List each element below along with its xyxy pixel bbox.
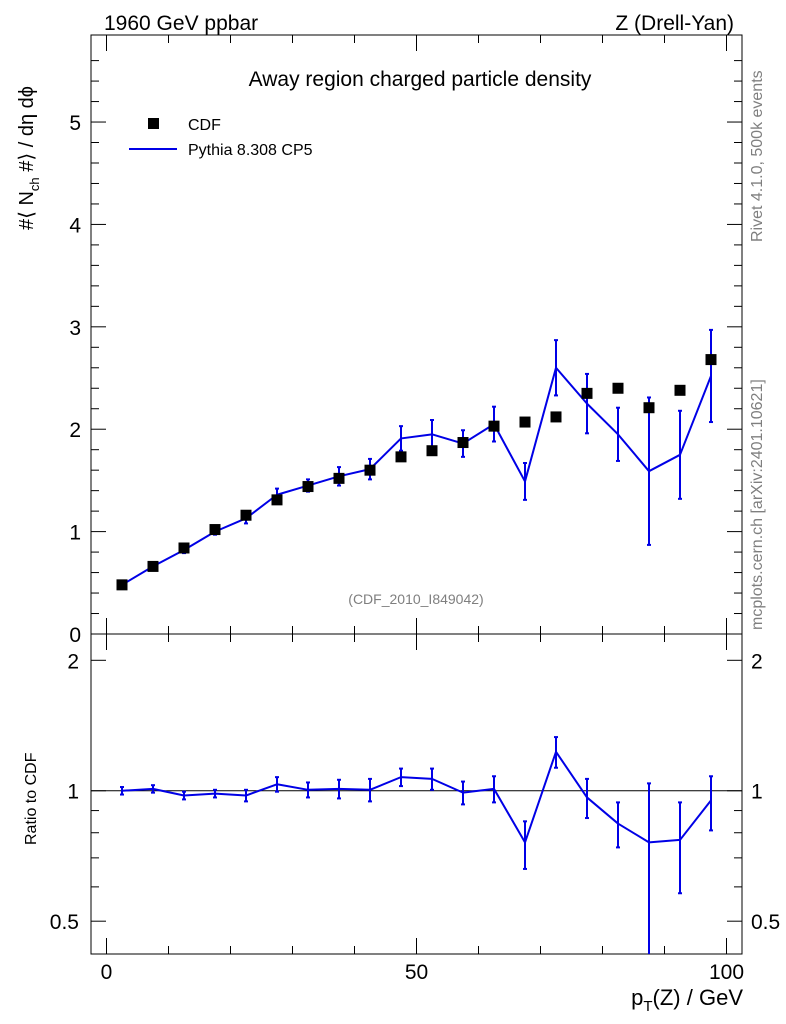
cdf-data-point bbox=[333, 472, 345, 484]
ratio-panel-frame bbox=[90, 633, 743, 955]
cdf-data-series bbox=[116, 354, 717, 591]
main-axis-ticks bbox=[91, 35, 742, 634]
cdf-data-point bbox=[364, 464, 376, 476]
cdf-data-point bbox=[550, 411, 562, 423]
y-tick-label: 0 bbox=[69, 624, 81, 647]
cdf-data-point bbox=[116, 579, 128, 591]
ylabel-subscript: ch bbox=[27, 177, 42, 191]
main-y-axis-label: #⟨ Nch #⟩ / dη dϕ bbox=[16, 86, 42, 230]
ratio-y-tick-label-left: 0.5 bbox=[50, 911, 79, 934]
x-axis-label: pT(Z) / GeV bbox=[631, 985, 743, 1015]
legend-cdf-marker bbox=[148, 118, 159, 129]
ratio-series bbox=[120, 736, 713, 954]
cdf-data-point bbox=[395, 451, 407, 463]
analysis-watermark: (CDF_2010_I849042) bbox=[348, 591, 483, 607]
ratio-y-tick-label-right: 2 bbox=[751, 650, 763, 673]
process-label: Z (Drell-Yan) bbox=[615, 12, 734, 35]
y-tick-label: 2 bbox=[69, 419, 81, 442]
y-tick-label: 5 bbox=[69, 112, 81, 135]
cdf-data-point bbox=[581, 387, 593, 399]
cdf-data-point bbox=[643, 402, 655, 414]
x-tick-label: 50 bbox=[405, 961, 428, 984]
xlabel-rest: (Z) / GeV bbox=[653, 985, 744, 1010]
mcplots-label: mcplots.cern.ch [arXiv:2401.10621] bbox=[749, 379, 766, 630]
cdf-data-point bbox=[178, 542, 190, 554]
cdf-data-point bbox=[271, 494, 283, 506]
y-tick-label: 4 bbox=[69, 214, 81, 237]
legend: CDF Pythia 8.308 CP5 bbox=[129, 117, 313, 159]
xlabel-sub: T bbox=[643, 998, 652, 1015]
ylabel-main-part: #⟨ N bbox=[16, 191, 38, 230]
cdf-data-point bbox=[519, 416, 531, 428]
energy-label: 1960 GeV ppbar bbox=[104, 12, 258, 35]
mc-line bbox=[121, 366, 712, 586]
x-tick-label: 100 bbox=[709, 961, 744, 984]
ratio-y-tick-label-left: 1 bbox=[67, 781, 79, 804]
chart-title: Away region charged particle density bbox=[249, 68, 592, 91]
xlabel-p: p bbox=[631, 985, 643, 1010]
cdf-data-point bbox=[488, 420, 500, 432]
ratio-y-tick-labels: 0.5 0.5 1 1 2 2 bbox=[50, 650, 780, 934]
ratio-y-tick-label-right: 0.5 bbox=[751, 911, 780, 934]
cdf-data-point bbox=[426, 445, 438, 457]
main-y-tick-labels: 0 1 2 3 4 5 bbox=[69, 112, 81, 647]
ratio-panel: 0.5 0.5 1 1 2 2 Ratio to CDF bbox=[23, 633, 780, 955]
cdf-data-point bbox=[674, 384, 686, 396]
cdf-data-point bbox=[612, 382, 624, 394]
cdf-data-point bbox=[240, 509, 252, 521]
cdf-data-point bbox=[147, 560, 159, 572]
cdf-data-point bbox=[209, 524, 221, 536]
ratio-y-axis-label: Ratio to CDF bbox=[23, 752, 40, 845]
rivet-version-label: Rivet 4.1.0, 500k events bbox=[749, 70, 766, 242]
cdf-data-point bbox=[457, 437, 469, 449]
x-tick-labels: 0 50 100 bbox=[101, 961, 744, 984]
legend-pythia-label: Pythia 8.308 CP5 bbox=[188, 142, 313, 159]
ratio-y-tick-label-left: 2 bbox=[67, 650, 79, 673]
mc-series bbox=[120, 328, 713, 588]
cdf-data-point bbox=[705, 354, 717, 366]
cdf-data-point bbox=[302, 481, 314, 493]
ylabel-rest-part: #⟩ / dη dϕ bbox=[16, 86, 38, 177]
legend-cdf-label: CDF bbox=[188, 117, 221, 134]
ratio-y-tick-label-right: 1 bbox=[751, 781, 763, 804]
y-tick-label: 3 bbox=[69, 317, 81, 340]
main-panel: 0 1 2 3 4 5 Away region charged particle dens… bbox=[16, 34, 743, 647]
ratio-axis-ticks bbox=[91, 634, 742, 954]
ratio-line bbox=[121, 750, 712, 844]
x-tick-label: 0 bbox=[101, 961, 113, 984]
y-tick-label: 1 bbox=[69, 522, 81, 545]
